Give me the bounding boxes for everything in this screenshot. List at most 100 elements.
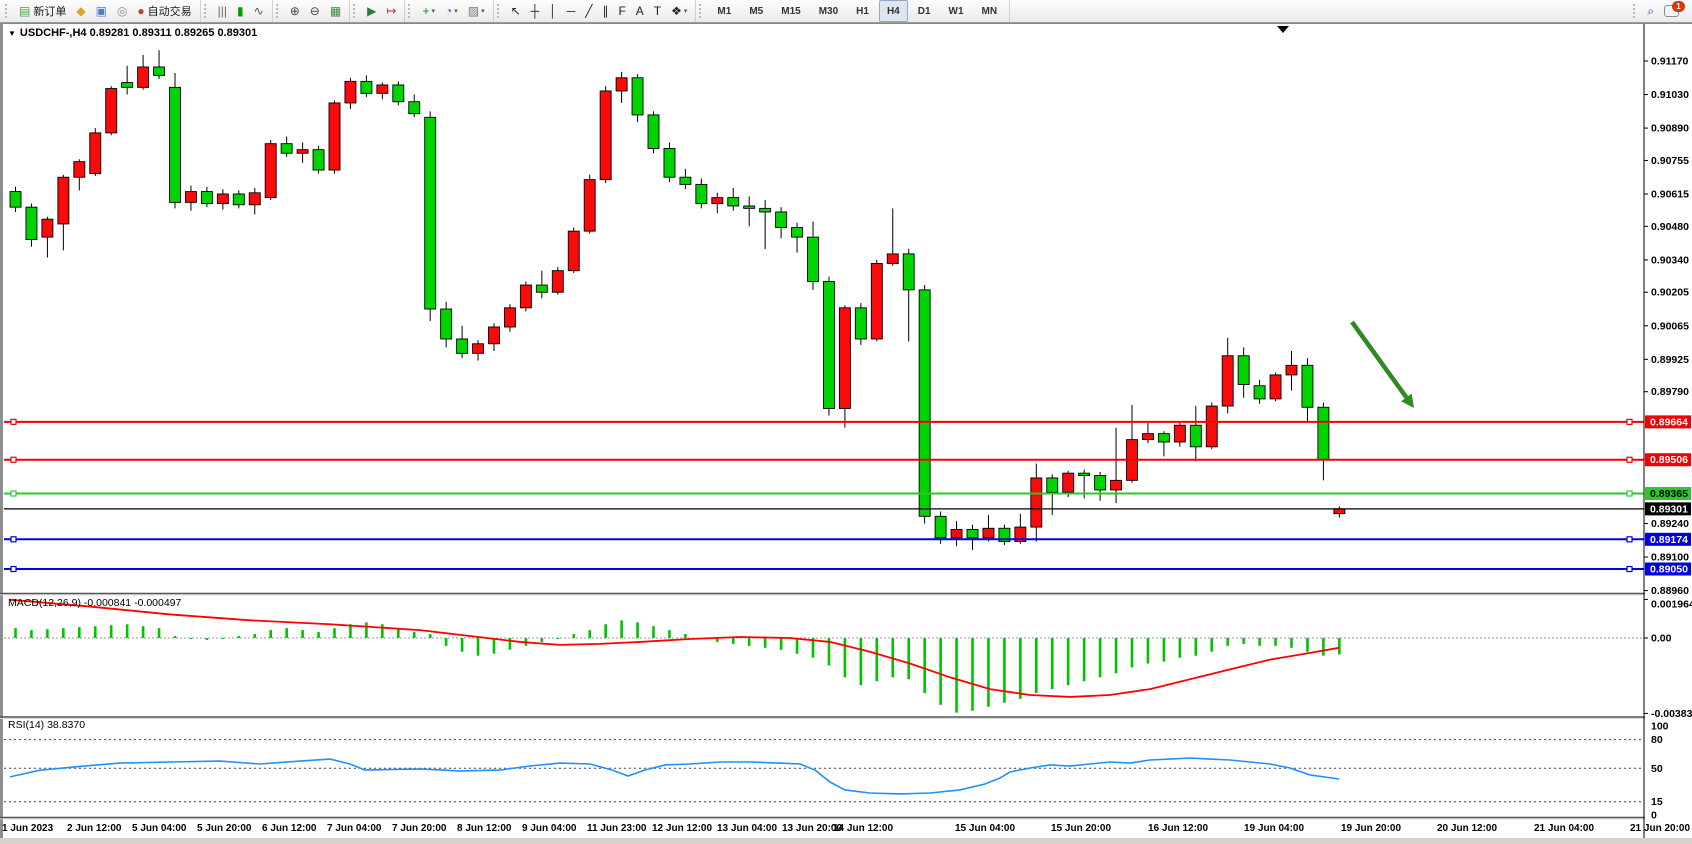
vertical-line-button[interactable]: │ — [545, 0, 561, 22]
templates-button[interactable]: ▨ ▾ — [464, 0, 489, 22]
macd-histogram-bar — [1178, 638, 1182, 658]
toolbar-grip — [699, 4, 704, 18]
autotrading-button[interactable]: ● 自动交易 — [133, 0, 195, 22]
timeframe-mn-button[interactable]: MN — [974, 0, 1006, 22]
macd-histogram-bar — [604, 624, 607, 638]
marketwatch-button[interactable]: ◆ — [72, 0, 89, 22]
timeframe-m1-button[interactable]: M1 — [709, 0, 739, 22]
macd-histogram-bar — [636, 622, 639, 638]
signals-button[interactable]: ◎ — [113, 0, 131, 22]
hline-handle[interactable] — [1626, 536, 1633, 543]
timeframe-m30-button[interactable]: M30 — [811, 0, 846, 22]
hline-handle[interactable] — [1626, 456, 1633, 463]
arrow-annotation[interactable] — [1350, 320, 1414, 408]
zoom-in-button[interactable]: ⊕ — [286, 0, 304, 22]
hline-handle[interactable] — [1626, 565, 1633, 573]
timeframe-h4-button[interactable]: H4 — [878, 0, 908, 22]
rsi-panel-area[interactable] — [4, 718, 1644, 817]
timeframe-w1-button[interactable]: W1 — [941, 0, 972, 22]
price-axis-area[interactable] — [1645, 24, 1692, 838]
time-axis-label: 16 Jun 12:00 — [1148, 823, 1208, 834]
timeframe-d1-button[interactable]: D1 — [910, 0, 939, 22]
macd-histogram-bar — [173, 636, 177, 638]
price-tick-label: 0.90755 — [1651, 155, 1689, 167]
toolbar-group: + ▾ ◔ ▾ ▨ ▾ — [405, 0, 494, 22]
macd-histogram-bar — [381, 624, 384, 638]
rsi-tick-label: 80 — [1651, 734, 1663, 746]
hline-handle[interactable] — [10, 418, 17, 425]
macd-histogram-bar — [588, 630, 591, 638]
text-button[interactable]: A — [632, 0, 648, 22]
charts-window-button[interactable]: ▣ — [92, 0, 111, 22]
time-axis-label: 6 Jun 12:00 — [262, 823, 317, 834]
candle-bullish — [567, 230, 580, 272]
timeframe-m5-button[interactable]: M5 — [741, 0, 771, 22]
trendline-button[interactable]: ╱ — [581, 0, 596, 22]
candle-bullish — [41, 218, 54, 238]
hline-handle[interactable] — [1626, 418, 1633, 425]
candlestick-chart-type-button[interactable]: ▮ — [233, 0, 248, 22]
shapes-button[interactable]: ❖ ▾ — [667, 0, 691, 22]
fibonacci-button[interactable]: F — [614, 0, 629, 22]
search-button[interactable]: ⌕ — [1643, 0, 1658, 22]
bar-chart-type-button[interactable]: ||| — [214, 0, 231, 22]
macd-histogram-bar — [779, 638, 783, 650]
price-label-text: 0.89301 — [1650, 503, 1688, 515]
hline-handle[interactable] — [10, 536, 17, 543]
time-axis-label: 20 Jun 12:00 — [1437, 823, 1497, 834]
chart-shift-button[interactable]: ↦ — [382, 0, 400, 22]
macd-tick-label: 0.00 — [1651, 633, 1672, 645]
candle-bearish — [695, 183, 708, 205]
candle-bearish — [679, 176, 692, 185]
price-label-text: 0.89365 — [1650, 488, 1688, 500]
chart-plot-area[interactable] — [4, 24, 1644, 593]
price-label-0.89050: 0.89050 — [1645, 562, 1691, 576]
line-chart-type-button[interactable]: ∿ — [250, 0, 268, 22]
chart-dropdown-icon[interactable]: ▼ — [8, 29, 16, 38]
crosshair-button[interactable]: ┼ — [527, 0, 544, 22]
auto-scroll-button[interactable]: ▶ — [363, 0, 380, 22]
tile-windows-button[interactable]: ▦ — [326, 0, 345, 22]
timeframe-h1-button[interactable]: H1 — [848, 0, 877, 22]
scroll-position-marker[interactable] — [1277, 26, 1289, 33]
macd-histogram-bar — [30, 630, 33, 638]
candle-bearish — [360, 80, 373, 94]
macd-histogram-bar — [1322, 638, 1325, 656]
macd-histogram-bar — [1066, 638, 1070, 686]
candle-bearish — [392, 84, 405, 103]
timeframe-m15-button[interactable]: M15 — [773, 0, 808, 22]
hline-handle[interactable] — [1626, 490, 1633, 497]
label-button[interactable]: T — [650, 0, 665, 22]
macd-axis[interactable]: 0.001964 0.00 -0.003839 — [1644, 599, 1692, 720]
equidistant-channel-button[interactable]: ∥ — [598, 0, 612, 22]
toolbar-group: ▶ ↦ — [350, 0, 406, 22]
candle-bullish — [73, 161, 86, 178]
profiles-button[interactable]: ◔ ▾ — [441, 0, 462, 22]
time-axis[interactable]: 1 Jun 2023 2 Jun 12:00 5 Jun 04:00 5 Jun 20… — [2, 823, 1690, 834]
candle-bullish — [1205, 405, 1218, 448]
hline-handle[interactable] — [10, 456, 17, 463]
new-order-button[interactable]: ▤ 新订单 — [15, 0, 70, 22]
candle-bearish — [280, 143, 293, 154]
notifications-button[interactable]: 1 — [1660, 0, 1685, 22]
macd-panel-area[interactable] — [4, 595, 1644, 716]
horizontal-line-button[interactable]: ─ — [563, 0, 580, 22]
candle-bullish — [1030, 477, 1043, 528]
candle-bullish — [216, 193, 229, 205]
candle-bullish — [1285, 364, 1298, 376]
candle-bearish — [121, 82, 134, 88]
toolbar-group: M1 M5 M15 M30 H1 H4 D1 W1 MN — [696, 0, 1011, 22]
rsi-tick-label: 15 — [1651, 796, 1663, 808]
zoom-out-button[interactable]: ⊖ — [306, 0, 324, 22]
hline-handle[interactable] — [10, 490, 17, 497]
hline-handle[interactable] — [10, 565, 17, 573]
new-chart-button[interactable]: + ▾ — [418, 0, 439, 22]
price-tick-label: 0.90340 — [1651, 254, 1689, 266]
macd-histogram-bar — [397, 628, 400, 638]
cursor-button[interactable]: ↖ — [507, 0, 525, 22]
candle-bearish — [408, 101, 421, 115]
macd-histogram-bar — [1210, 638, 1214, 652]
cursor-icon: ↖ — [510, 4, 521, 18]
